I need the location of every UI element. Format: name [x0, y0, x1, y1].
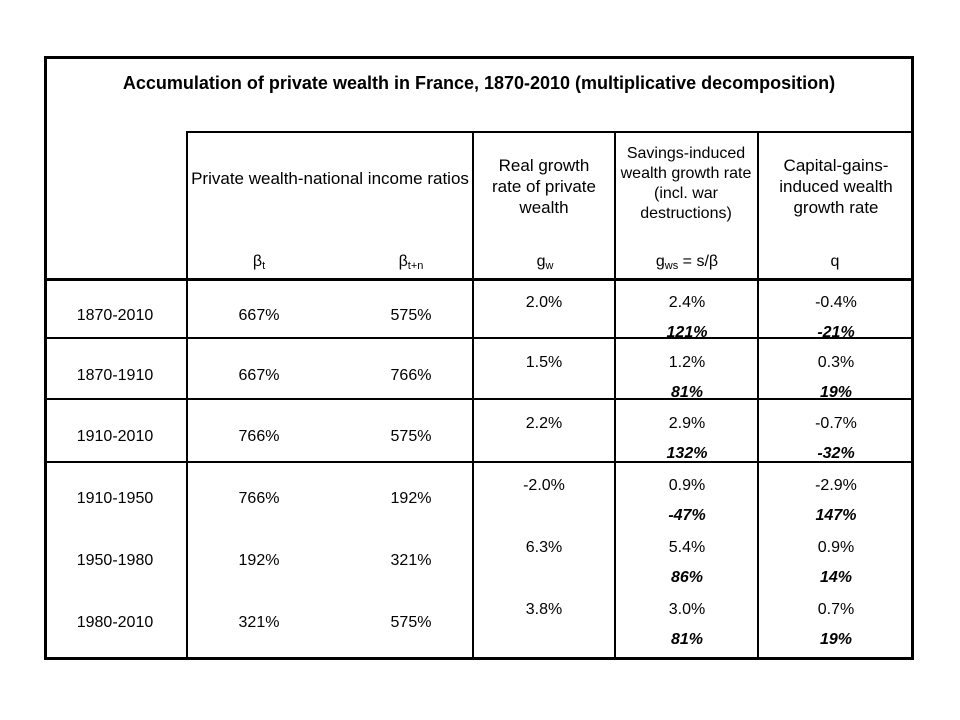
cell-gws: 1.2%	[668, 354, 706, 371]
cell-gws: 2.4%	[668, 294, 706, 311]
cell-beta-t: 766%	[238, 490, 280, 507]
cell-gw: 3.8%	[525, 601, 563, 618]
header-real-growth: Real growth rate of private wealth	[492, 156, 596, 217]
row-rule-2	[44, 398, 914, 400]
cell-period: 1870-1910	[76, 367, 154, 384]
table-title: Accumulation of private wealth in France…	[122, 73, 836, 93]
cell-beta-tn: 575%	[390, 428, 432, 445]
cell-gws: 2.9%	[668, 415, 706, 432]
cell-beta-tn: 766%	[390, 367, 432, 384]
cell-period: 1980-2010	[76, 614, 154, 631]
cell-q-share: 14%	[819, 569, 853, 586]
cell-q-share: -21%	[817, 324, 855, 341]
cell-gw: 2.2%	[525, 415, 563, 432]
cell-beta-tn: 575%	[390, 614, 432, 631]
header-capital-gains: Capital-gains-induced wealth growth rate	[779, 156, 893, 217]
cell-gws-share: 81%	[670, 384, 704, 401]
col-rule-period	[186, 131, 188, 660]
cell-beta-t: 766%	[238, 428, 280, 445]
cell-q: -0.4%	[815, 294, 857, 311]
header-ratios: Private wealth-national income ratios	[191, 169, 469, 188]
symbol-gw: gw	[536, 253, 554, 272]
col-rule-savings	[757, 131, 759, 660]
cell-beta-t: 667%	[238, 367, 280, 384]
cell-period: 1910-1950	[76, 490, 154, 507]
cell-q: -2.9%	[815, 477, 857, 494]
cell-gw: 2.0%	[525, 294, 563, 311]
cell-gws-share: -47%	[668, 507, 706, 524]
cell-beta-tn: 575%	[390, 307, 432, 324]
col-rule-ratios	[472, 131, 474, 660]
cell-period: 1950-1980	[76, 552, 154, 569]
cell-q: 0.3%	[817, 354, 855, 371]
header-bottom-rule	[44, 278, 914, 281]
cell-gws: 3.0%	[668, 601, 706, 618]
cell-gw: 1.5%	[525, 354, 563, 371]
cell-beta-t: 192%	[238, 552, 280, 569]
table-frame: Accumulation of private wealth in France…	[44, 56, 914, 660]
cell-beta-t: 321%	[238, 614, 280, 631]
cell-gws: 0.9%	[668, 477, 706, 494]
row-rule-3	[44, 461, 914, 463]
cell-q: 0.7%	[817, 601, 855, 618]
col-rule-growth	[614, 131, 616, 660]
cell-period: 1910-2010	[76, 428, 154, 445]
cell-q: -0.7%	[815, 415, 857, 432]
cell-gw: -2.0%	[523, 477, 565, 494]
cell-q: 0.9%	[817, 539, 855, 556]
cell-beta-tn: 321%	[390, 552, 432, 569]
cell-gws-share: 86%	[670, 569, 704, 586]
cell-gw: 6.3%	[525, 539, 563, 556]
cell-q-share: 147%	[815, 507, 857, 524]
cell-period: 1870-2010	[76, 307, 154, 324]
symbol-gws: gws = s/β	[655, 253, 719, 272]
header-savings: Savings-induced wealth growth rate (incl…	[620, 145, 752, 222]
symbol-beta-tn: βt+n	[398, 253, 424, 272]
header-top-rule	[186, 131, 914, 133]
cell-q-share: 19%	[819, 384, 853, 401]
cell-q-share: 19%	[819, 631, 853, 648]
cell-q-share: -32%	[817, 445, 855, 462]
cell-gws-share: 121%	[666, 324, 708, 341]
cell-beta-tn: 192%	[390, 490, 432, 507]
symbol-q: q	[830, 253, 840, 270]
symbol-beta-t: βt	[252, 253, 266, 272]
cell-beta-t: 667%	[238, 307, 280, 324]
cell-gws-share: 132%	[666, 445, 708, 462]
cell-gws: 5.4%	[668, 539, 706, 556]
row-rule-1	[44, 337, 914, 339]
cell-gws-share: 81%	[670, 631, 704, 648]
